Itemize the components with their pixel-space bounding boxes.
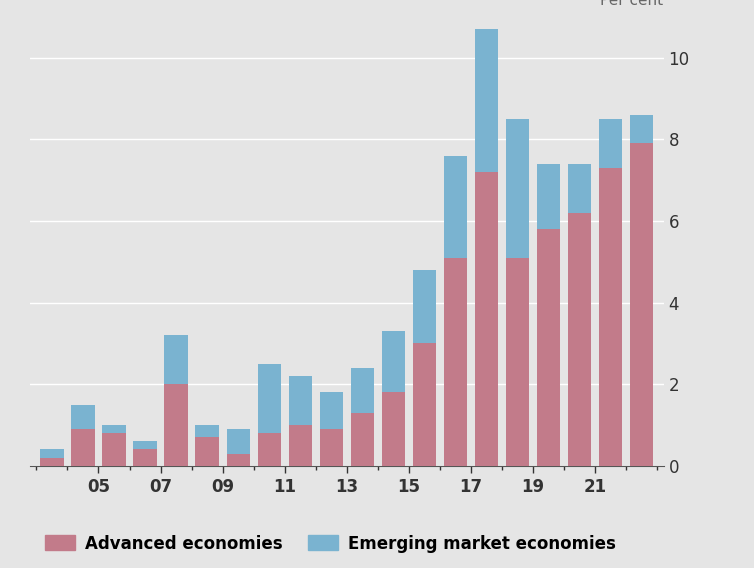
Bar: [568, 164, 591, 213]
Bar: [537, 164, 560, 229]
Bar: [506, 258, 529, 466]
Bar: [226, 453, 250, 466]
Bar: [351, 413, 374, 466]
Bar: [475, 172, 498, 466]
Bar: [103, 433, 126, 466]
Bar: [630, 115, 654, 144]
Legend: Advanced economies, Emerging market economies: Advanced economies, Emerging market econ…: [38, 528, 622, 559]
Bar: [289, 376, 312, 425]
Bar: [133, 449, 157, 466]
Bar: [72, 429, 94, 466]
Bar: [320, 392, 343, 429]
Bar: [599, 168, 622, 466]
Bar: [226, 429, 250, 453]
Bar: [72, 404, 94, 429]
Bar: [289, 425, 312, 466]
Bar: [475, 30, 498, 172]
Bar: [258, 364, 281, 433]
Bar: [537, 229, 560, 466]
Bar: [258, 433, 281, 466]
Bar: [444, 156, 467, 258]
Bar: [133, 441, 157, 449]
Bar: [164, 335, 188, 384]
Bar: [103, 425, 126, 433]
Bar: [382, 392, 405, 466]
Bar: [413, 270, 436, 344]
Bar: [599, 119, 622, 168]
Bar: [320, 429, 343, 466]
Bar: [351, 368, 374, 413]
Text: Per cent: Per cent: [600, 0, 664, 8]
Bar: [382, 331, 405, 392]
Bar: [40, 449, 63, 458]
Bar: [444, 258, 467, 466]
Bar: [40, 458, 63, 466]
Bar: [195, 425, 219, 437]
Bar: [630, 144, 654, 466]
Bar: [506, 119, 529, 258]
Bar: [413, 344, 436, 466]
Bar: [195, 437, 219, 466]
Bar: [164, 384, 188, 466]
Bar: [568, 213, 591, 466]
